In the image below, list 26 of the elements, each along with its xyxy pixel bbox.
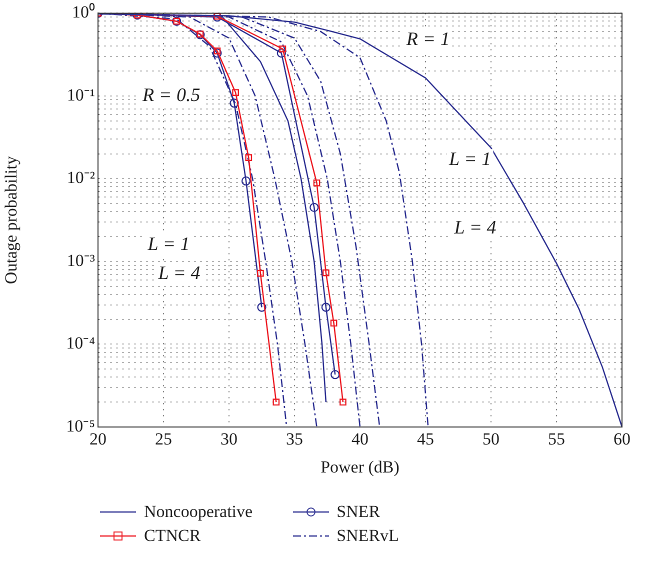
y-tick-label: 10⁻¹ (66, 85, 95, 104)
legend-label: Noncooperative (144, 502, 253, 522)
annotation: R = 0.5 (142, 84, 200, 106)
legend-label: SNER (336, 502, 380, 522)
annotation: L = 1 (448, 149, 492, 170)
x-tick-label: 60 (614, 430, 630, 449)
x-tick-label: 50 (482, 430, 500, 449)
x-axis-title: Power (dB) (320, 457, 400, 476)
y-tick-label: 10⁻⁴ (66, 334, 96, 353)
y-tick-label: 10⁻³ (66, 250, 95, 270)
y-tick-label: 10⁰ (72, 2, 95, 22)
legend-label: CTNCR (144, 526, 201, 546)
y-axis-title: Outage probability (2, 156, 21, 284)
annotation: L = 4 (453, 217, 497, 238)
x-tick-label: 45 (417, 430, 434, 449)
x-tick-label: 30 (220, 430, 238, 449)
annotation: L = 1 (146, 234, 190, 255)
annotation: R = 1 (405, 29, 450, 50)
x-tick-label: 40 (352, 430, 368, 449)
annotation: L = 4 (157, 262, 201, 284)
y-tick-label: 10⁻² (66, 168, 95, 188)
legend-label: SNERvL (336, 526, 399, 546)
x-tick-label: 20 (90, 430, 106, 449)
x-tick-label: 25 (155, 430, 172, 449)
x-tick-label: 55 (548, 430, 565, 449)
x-tick-label: 35 (286, 430, 303, 449)
